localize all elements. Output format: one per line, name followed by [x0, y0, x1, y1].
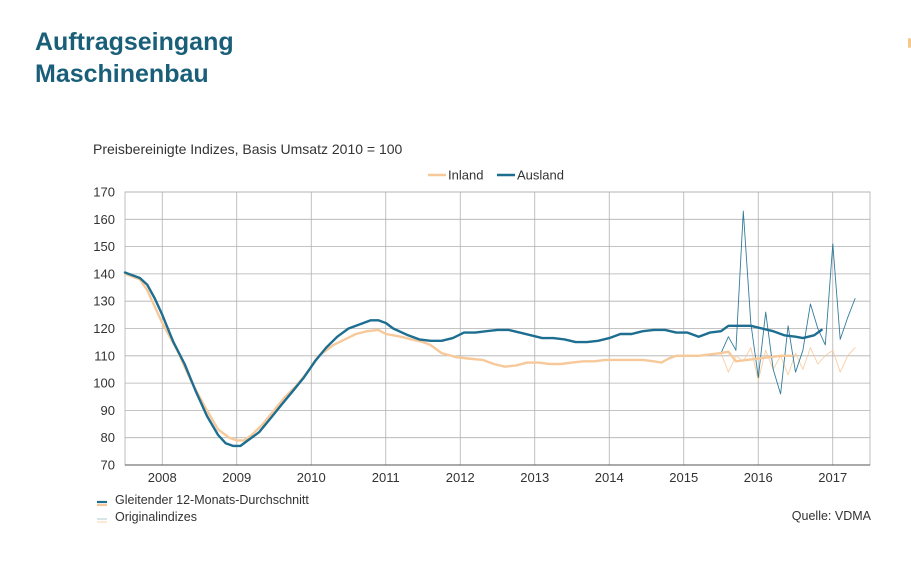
smooth-label: Gleitender 12-Monats-Durchschnitt — [115, 492, 309, 507]
smooth-line-swatch — [97, 496, 107, 506]
original-inland-line — [720, 347, 856, 381]
x-tick-label: 2014 — [595, 470, 624, 485]
y-tick-label: 120 — [93, 321, 115, 336]
smooth-inland-line — [123, 272, 793, 442]
x-tick-label: 2011 — [372, 470, 400, 485]
corner-accent — [908, 38, 911, 48]
footer-legend-original: Originalindizes — [97, 508, 309, 525]
y-tick-label: 170 — [93, 185, 115, 200]
x-tick-label: 2017 — [818, 470, 847, 485]
y-tick-label: 70 — [101, 458, 115, 473]
y-tick-label: 110 — [94, 348, 115, 363]
legend-label-ausland: Ausland — [517, 168, 564, 183]
original-label: Originalindizes — [115, 509, 197, 524]
x-tick-label: 2016 — [744, 470, 773, 485]
chart-subtitle: Preisbereinigte Indizes, Basis Umsatz 20… — [93, 141, 403, 157]
smooth-ausland-line — [123, 271, 823, 448]
title-line-2: Maschinenbau — [35, 60, 209, 88]
x-tick-label: 2010 — [297, 470, 326, 485]
footer-legend-smooth: Gleitender 12-Monats-Durchschnitt — [97, 491, 309, 508]
y-tick-label: 150 — [93, 239, 115, 254]
source-note: Quelle: VDMA — [791, 509, 871, 523]
page-title: Auftragseingang Maschinenbau — [35, 26, 234, 90]
y-tick-label: 130 — [93, 294, 115, 309]
x-tick-label: 2012 — [446, 470, 475, 485]
legend-label-inland: Inland — [448, 168, 483, 183]
title-line-1: Auftragseingang — [35, 28, 234, 56]
y-tick-label: 100 — [93, 376, 115, 391]
y-tick-label: 90 — [101, 403, 115, 418]
x-tick-label: 2013 — [520, 470, 549, 485]
y-tick-label: 140 — [93, 266, 115, 281]
x-tick-label: 2015 — [669, 470, 698, 485]
y-tick-label: 80 — [101, 430, 115, 445]
y-tick-label: 160 — [93, 212, 115, 227]
footer-legend: Gleitender 12-Monats-Durchschnitt Origin… — [97, 491, 309, 525]
original-ausland-line — [720, 210, 856, 395]
x-tick-label: 2009 — [222, 470, 251, 485]
x-tick-label: 2008 — [148, 470, 177, 485]
original-line-swatch — [97, 513, 107, 522]
